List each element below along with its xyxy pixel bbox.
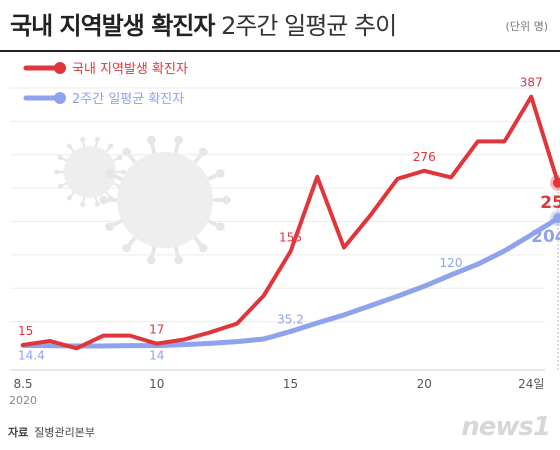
- chart-title: 국내 지역발생 확진자 2주간 일평균 추이: [10, 6, 397, 41]
- virus-illustration-small: [54, 137, 126, 207]
- x-tick-label: 24일: [518, 377, 544, 391]
- series-line-1: [21, 94, 560, 351]
- title-bold: 국내 지역발생 확진자: [10, 12, 215, 40]
- legend-label-2: 2주간 일평균 확진자: [72, 92, 184, 107]
- source-label: 자료: [8, 426, 29, 439]
- data-label: 204.9: [531, 227, 560, 247]
- data-label: 387: [520, 76, 543, 90]
- legend-label-1: 국내 지역발생 확진자: [72, 62, 188, 77]
- data-label: 120: [440, 256, 463, 270]
- legend-swatch-dot: [54, 92, 66, 104]
- title-divider: [0, 50, 560, 52]
- data-label: 14.4: [18, 348, 45, 362]
- legend-swatch-dot: [54, 62, 66, 74]
- virus-illustration-large: [99, 135, 231, 265]
- data-label: 258: [540, 193, 560, 213]
- x-tick-label: 10: [149, 377, 164, 391]
- data-label: 15: [18, 324, 33, 338]
- x-tick-label: 20: [417, 377, 432, 391]
- data-label: 17: [149, 323, 164, 337]
- series-end-dot-1: [553, 177, 560, 188]
- data-label: 155: [279, 231, 302, 245]
- data-label: 35.2: [277, 313, 304, 327]
- data-label: 14: [149, 349, 164, 363]
- x-tick-label: 8.5: [13, 377, 32, 391]
- year-label: 2020: [9, 394, 37, 407]
- series-line-2: [20, 215, 560, 349]
- data-label: 276: [413, 150, 436, 164]
- x-tick-label: 15: [283, 377, 298, 391]
- news1-logo: news1: [461, 412, 551, 442]
- source-name: 질병관리본부: [34, 426, 95, 439]
- title-light: 2주간 일평균 추이: [214, 12, 397, 40]
- unit-label: (단위 명): [505, 20, 548, 33]
- series-end-dot-2: [553, 213, 560, 224]
- source-note: 자료 질병관리본부: [8, 424, 95, 440]
